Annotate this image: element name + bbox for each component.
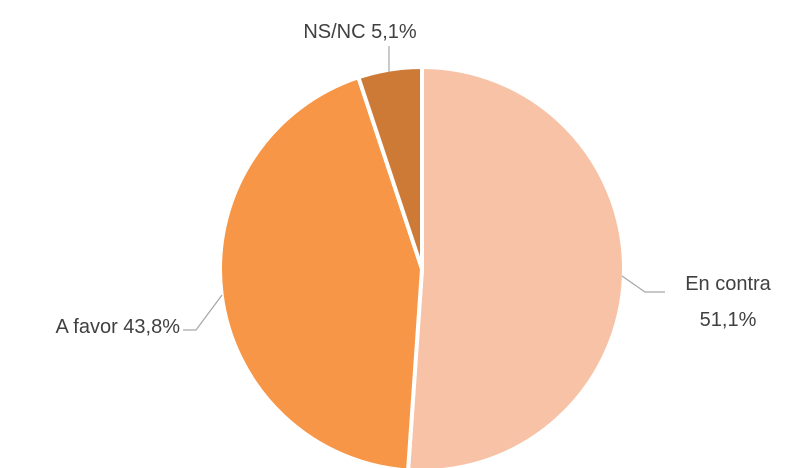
data-label-en-contra-name: En contra xyxy=(685,273,771,295)
pie-slice-en-contra xyxy=(406,64,626,468)
leader-line-en-contra xyxy=(621,275,665,293)
data-label-nsnc: NS/NC 5,1% xyxy=(303,21,417,43)
data-label-a-favor: A favor 43,8% xyxy=(55,316,180,338)
pie-slice-ns-nc xyxy=(355,64,424,270)
pie-slice-a-favor xyxy=(218,74,425,468)
pie-slices xyxy=(218,64,626,468)
leader-line-a-favor xyxy=(183,294,223,331)
data-label-en-contra-value: 51,1% xyxy=(700,309,757,331)
